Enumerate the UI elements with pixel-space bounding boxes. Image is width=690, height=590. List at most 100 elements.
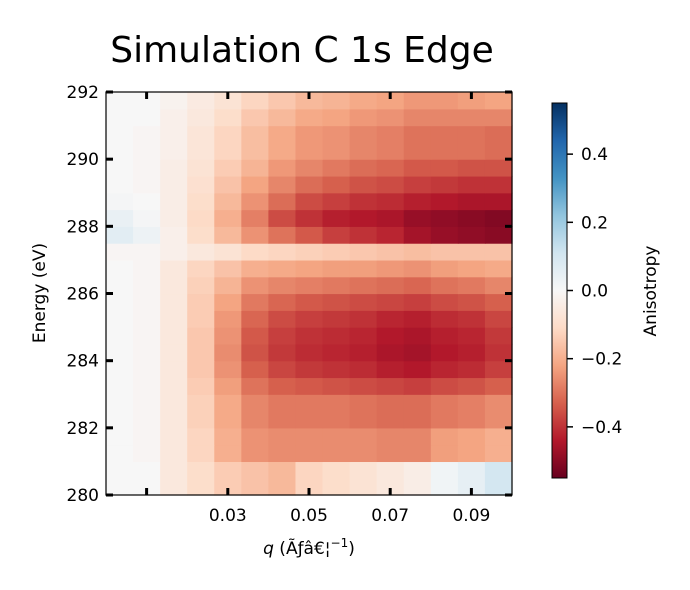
heatmap-cell bbox=[187, 360, 215, 379]
heatmap-cell bbox=[403, 327, 432, 345]
x-axis-label-unit: (Ãƒâ€¦ bbox=[274, 537, 331, 559]
heatmap-cell bbox=[457, 327, 486, 345]
heatmap-cell bbox=[322, 192, 351, 211]
heatmap-cell bbox=[484, 108, 513, 127]
heatmap-cell bbox=[484, 259, 513, 278]
colorbar-tick-label: 0.4 bbox=[581, 145, 608, 165]
heatmap-cell bbox=[403, 276, 432, 295]
heatmap-cell bbox=[106, 259, 134, 278]
heatmap-cell bbox=[268, 243, 297, 261]
heatmap-cell bbox=[349, 394, 378, 429]
heatmap-cell bbox=[214, 394, 242, 429]
heatmap-cell bbox=[187, 209, 215, 227]
heatmap-cell bbox=[160, 444, 188, 463]
heatmap-cell bbox=[268, 159, 297, 177]
heatmap-cell bbox=[106, 293, 134, 311]
heatmap-cell bbox=[268, 427, 297, 446]
heatmap-cell bbox=[214, 243, 242, 261]
heatmap-cell bbox=[457, 427, 486, 446]
heatmap-cell bbox=[295, 209, 324, 227]
heatmap-cell bbox=[322, 461, 351, 496]
heatmap-cell bbox=[322, 394, 351, 429]
heatmap-cell bbox=[295, 259, 324, 278]
x-tick-label: 0.05 bbox=[290, 506, 328, 526]
heatmap-cell bbox=[430, 377, 459, 395]
x-tick-label: 0.07 bbox=[371, 506, 409, 526]
heatmap-cell bbox=[241, 159, 269, 177]
heatmap-cell bbox=[457, 343, 486, 362]
y-tick-label: 282 bbox=[67, 419, 99, 439]
heatmap-cell bbox=[241, 310, 269, 328]
heatmap-cell bbox=[268, 377, 297, 395]
heatmap-cell bbox=[133, 192, 161, 211]
heatmap-cell bbox=[268, 108, 297, 127]
heatmap-cell bbox=[403, 159, 432, 177]
heatmap-cell bbox=[484, 394, 513, 429]
heatmap-cell bbox=[457, 360, 486, 379]
heatmap-cell bbox=[295, 293, 324, 311]
heatmap-cell bbox=[133, 343, 161, 362]
heatmap-cell bbox=[106, 159, 134, 177]
heatmap-cell bbox=[106, 327, 134, 345]
heatmap-cell bbox=[484, 461, 513, 496]
heatmap-cell bbox=[349, 159, 378, 177]
heatmap-cell bbox=[241, 360, 269, 379]
heatmap-cell bbox=[457, 226, 486, 244]
heatmap-cell bbox=[376, 226, 405, 244]
heatmap-cell bbox=[484, 343, 513, 362]
heatmap-cell bbox=[322, 259, 351, 278]
heatmap-cell bbox=[133, 360, 161, 379]
heatmap-cell bbox=[187, 159, 215, 177]
heatmap-cell bbox=[376, 310, 405, 328]
heatmap-cell bbox=[106, 310, 134, 328]
heatmap-cell bbox=[214, 343, 242, 362]
heatmap-cell bbox=[403, 226, 432, 244]
heatmap-cell bbox=[160, 327, 188, 345]
heatmap-cell bbox=[241, 276, 269, 295]
heatmap-cell bbox=[241, 461, 269, 496]
heatmap-cell bbox=[376, 343, 405, 362]
heatmap-cell bbox=[268, 276, 297, 295]
heatmap-cell bbox=[214, 327, 242, 345]
heatmap-cell bbox=[322, 243, 351, 261]
heatmap-cell bbox=[160, 259, 188, 278]
heatmap-cell bbox=[484, 276, 513, 295]
x-axis-label-exponent: −1 bbox=[331, 536, 349, 550]
heatmap-cell bbox=[349, 108, 378, 127]
heatmap-cell bbox=[484, 243, 513, 261]
heatmap-cell bbox=[106, 108, 134, 127]
heatmap-cell bbox=[160, 243, 188, 261]
heatmap-cell bbox=[214, 92, 242, 110]
heatmap-cell bbox=[376, 209, 405, 227]
heatmap-cell bbox=[160, 108, 188, 127]
heatmap-cell bbox=[241, 259, 269, 278]
heatmap-cell bbox=[349, 444, 378, 463]
heatmap-cell bbox=[268, 259, 297, 278]
heatmap-cell bbox=[160, 293, 188, 311]
heatmap-cell bbox=[214, 192, 242, 211]
heatmap-cell bbox=[376, 159, 405, 177]
chart-title: Simulation C 1s Edge bbox=[110, 30, 493, 71]
heatmap-cell bbox=[322, 226, 351, 244]
heatmap-cell bbox=[241, 394, 269, 429]
heatmap-cell bbox=[322, 310, 351, 328]
heatmap-cell bbox=[376, 92, 405, 110]
heatmap-cell bbox=[268, 125, 297, 160]
heatmap-cell bbox=[376, 327, 405, 345]
heatmap-cell bbox=[484, 427, 513, 446]
x-axis-label: q (Ãƒâ€¦−1) bbox=[263, 536, 355, 559]
heatmap-cell bbox=[214, 175, 242, 194]
heatmap-cell bbox=[268, 175, 297, 194]
heatmap-cell bbox=[106, 226, 134, 244]
heatmap-cell bbox=[295, 394, 324, 429]
heatmap-cell bbox=[133, 377, 161, 395]
heatmap-cell bbox=[430, 394, 459, 429]
heatmap-cell bbox=[457, 92, 486, 110]
heatmap-cell bbox=[376, 360, 405, 379]
colorbar-tick-label: 0.2 bbox=[581, 213, 608, 233]
heatmap-cell bbox=[376, 243, 405, 261]
heatmap-cell bbox=[133, 444, 161, 463]
heatmap-cell bbox=[268, 293, 297, 311]
heatmap-cell bbox=[484, 125, 513, 160]
heatmap-cell bbox=[295, 343, 324, 362]
